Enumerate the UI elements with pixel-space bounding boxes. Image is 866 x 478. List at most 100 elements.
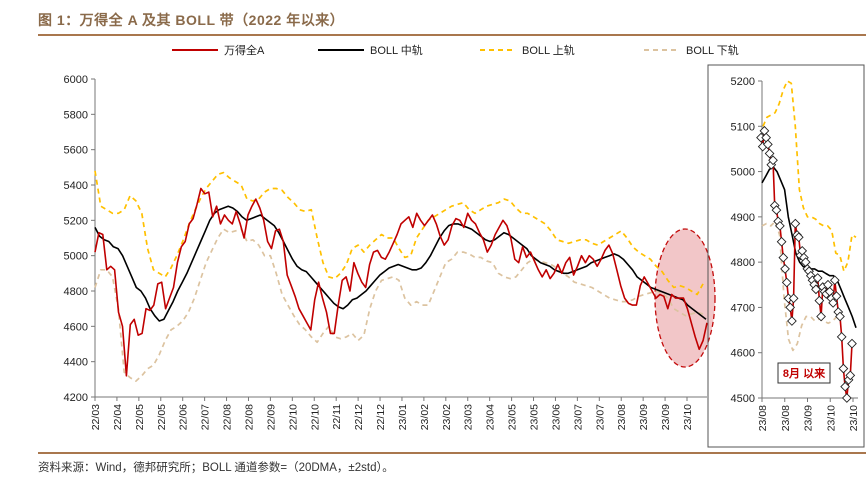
highlight-ellipse xyxy=(654,228,716,368)
data-point-marker xyxy=(824,286,835,297)
x-tick-label: 22/03 xyxy=(90,404,102,430)
main-chart: 4200 4400 4600 4800 5000 5200 5400 5600 5800 6000… xyxy=(64,74,716,430)
x-tick-label: 22/10 xyxy=(287,404,299,430)
series-line-mid xyxy=(94,205,707,322)
x-tick-label: 23/06 xyxy=(550,404,562,430)
inset-label: 8月 以来 xyxy=(783,366,826,380)
legend-item-mid: BOLL 中轨 xyxy=(318,42,423,58)
legend-item-lower: BOLL 下轨 xyxy=(644,42,739,58)
x-tick-label: 23/03 xyxy=(463,404,475,430)
data-point-marker xyxy=(781,277,792,288)
source-note: 资料来源：Wind，德邦研究所；BOLL 通道参数=（20DMA，±2std）。 xyxy=(38,462,394,474)
data-point-marker xyxy=(828,298,838,308)
x-tick-label: 22/05 xyxy=(156,404,168,430)
data-point-marker xyxy=(776,236,787,247)
legend-label-upper: BOLL 上轨 xyxy=(522,45,575,57)
data-point-marker xyxy=(831,291,842,301)
x-tick-label: 23/09 xyxy=(660,404,672,430)
x-tick-label: 23/05 xyxy=(529,404,541,430)
data-point-marker xyxy=(836,331,847,342)
x-tick-label: 22/12 xyxy=(353,404,365,430)
inset-chart: 4500 4600 4700 4800 4900 5000 5100 5200 23/08 23/… xyxy=(731,76,860,431)
data-point-marker xyxy=(841,393,852,403)
legend-swatch-index xyxy=(172,49,218,51)
x-tick-label: 22/09 xyxy=(265,404,277,430)
data-point-marker xyxy=(835,311,845,322)
data-point-marker xyxy=(771,205,782,215)
legend-swatch-mid xyxy=(318,49,364,51)
x-tick-label: 22/12 xyxy=(375,404,387,430)
data-point-marker xyxy=(811,284,821,295)
y-tick-label: 5000 xyxy=(64,251,88,263)
legend-label-mid: BOLL 中轨 xyxy=(370,45,423,57)
series-line-mid xyxy=(761,166,857,329)
legend-swatch-upper xyxy=(480,49,516,51)
data-point-marker xyxy=(823,279,833,290)
y-tick-label: 5200 xyxy=(731,76,755,88)
x-tick-label: 23/09 xyxy=(803,405,815,431)
title-rule xyxy=(38,34,866,36)
x-tick-label: 23/10 xyxy=(682,404,694,430)
x-tick-label: 23/08 xyxy=(780,405,792,431)
data-point-marker xyxy=(778,252,789,263)
data-point-marker xyxy=(838,363,849,374)
data-point-marker xyxy=(816,311,826,322)
x-tick-label: 22/08 xyxy=(243,404,255,430)
series-line-upper xyxy=(762,80,857,273)
x-tick-label: 22/08 xyxy=(222,404,234,430)
x-tick-label: 23/02 xyxy=(441,404,453,430)
x-tick-label: 22/04 xyxy=(112,404,124,430)
data-point-marker xyxy=(756,132,766,143)
y-tick-label: 4400 xyxy=(64,357,88,369)
figure-title: 图 1：万得全 A 及其 BOLL 带（2022 年以来） xyxy=(38,12,345,28)
y-tick-label: 4600 xyxy=(731,348,755,360)
data-point-marker xyxy=(845,370,856,381)
data-point-marker xyxy=(783,293,794,304)
y-tick-label: 6000 xyxy=(64,74,88,86)
data-point-marker xyxy=(787,316,797,326)
x-tick-label: 23/07 xyxy=(594,404,606,430)
series-line-lower xyxy=(94,228,704,382)
data-point-marker xyxy=(788,293,799,304)
data-point-marker xyxy=(800,257,811,268)
x-tick-label: 22/07 xyxy=(200,404,212,430)
data-point-marker xyxy=(762,139,773,150)
x-tick-label: 23/07 xyxy=(572,404,584,430)
data-point-marker xyxy=(785,302,796,313)
data-point-marker xyxy=(847,338,857,349)
x-tick-label: 22/05 xyxy=(134,404,146,430)
data-point-marker xyxy=(829,275,840,286)
y-tick-label: 4800 xyxy=(731,257,755,269)
y-tick-label: 4500 xyxy=(731,393,755,405)
data-point-marker xyxy=(764,148,775,159)
x-tick-label: 22/06 xyxy=(178,404,190,430)
x-tick-label: 23/10 xyxy=(825,405,837,431)
legend-label-index: 万得全A xyxy=(224,45,265,57)
data-point-marker xyxy=(768,155,778,166)
y-tick-label: 5600 xyxy=(64,145,88,157)
series-line-index xyxy=(94,187,708,377)
data-point-marker xyxy=(790,218,801,229)
data-point-marker xyxy=(761,132,772,143)
y-tick-label: 5200 xyxy=(64,215,88,227)
data-point-marker xyxy=(780,264,790,274)
legend-swatch-lower xyxy=(644,49,680,51)
x-tick-label: 23/09 xyxy=(638,404,650,430)
legend-label-lower: BOLL 下轨 xyxy=(686,45,739,57)
x-tick-label: 23/05 xyxy=(507,404,519,430)
y-tick-label: 5100 xyxy=(731,121,755,133)
data-point-marker xyxy=(775,221,785,231)
x-tick-label: 23/01 xyxy=(397,404,409,430)
data-point-marker xyxy=(814,295,825,306)
legend-item-index: 万得全A xyxy=(172,42,264,58)
data-point-marker xyxy=(759,125,770,136)
y-tick-label: 5800 xyxy=(64,109,88,121)
x-tick-label: 22/11 xyxy=(331,404,343,430)
data-point-marker xyxy=(793,232,804,243)
x-tick-label: 23/02 xyxy=(419,404,431,430)
inset-label-box xyxy=(777,362,831,384)
y-tick-label: 5000 xyxy=(731,167,755,179)
y-tick-label: 4800 xyxy=(64,286,88,298)
x-tick-label: 23/10 xyxy=(848,405,860,431)
